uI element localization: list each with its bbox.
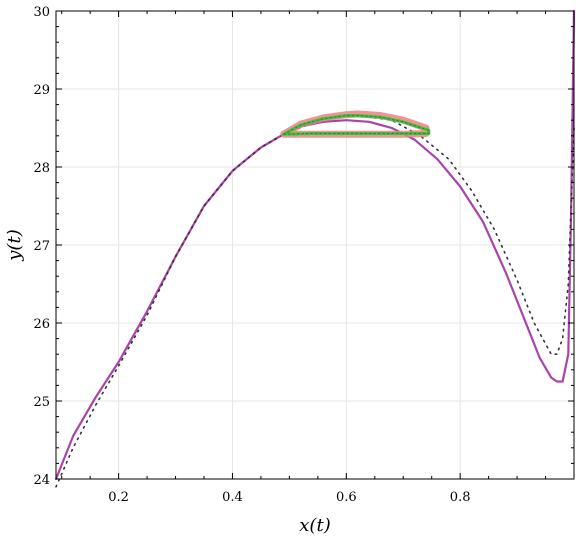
y-tick-label: 24 <box>33 473 50 488</box>
y-tick-label: 28 <box>33 161 50 176</box>
y-tick-label: 26 <box>33 317 50 332</box>
series-layer <box>54 9 576 488</box>
x-tick-label: 0.6 <box>336 490 357 505</box>
y-tick-label: 30 <box>33 5 50 20</box>
series-main-curve <box>54 9 576 481</box>
x-axis-label: x(t) <box>299 515 330 536</box>
series-loop-inner-dots <box>283 114 430 135</box>
y-tick-label: 29 <box>33 83 50 98</box>
tick-labels: 0.2 0.4 0.6 0.8 24 25 26 27 28 29 30 <box>33 5 470 505</box>
x-tick-label: 0.2 <box>108 490 129 505</box>
y-axis-label: y(t) <box>4 229 25 261</box>
x-tick-label: 0.4 <box>222 490 243 505</box>
y-tick-label: 27 <box>33 239 50 254</box>
ticks <box>56 10 574 480</box>
y-tick-label: 25 <box>33 395 50 410</box>
x-tick-label: 0.8 <box>450 490 471 505</box>
